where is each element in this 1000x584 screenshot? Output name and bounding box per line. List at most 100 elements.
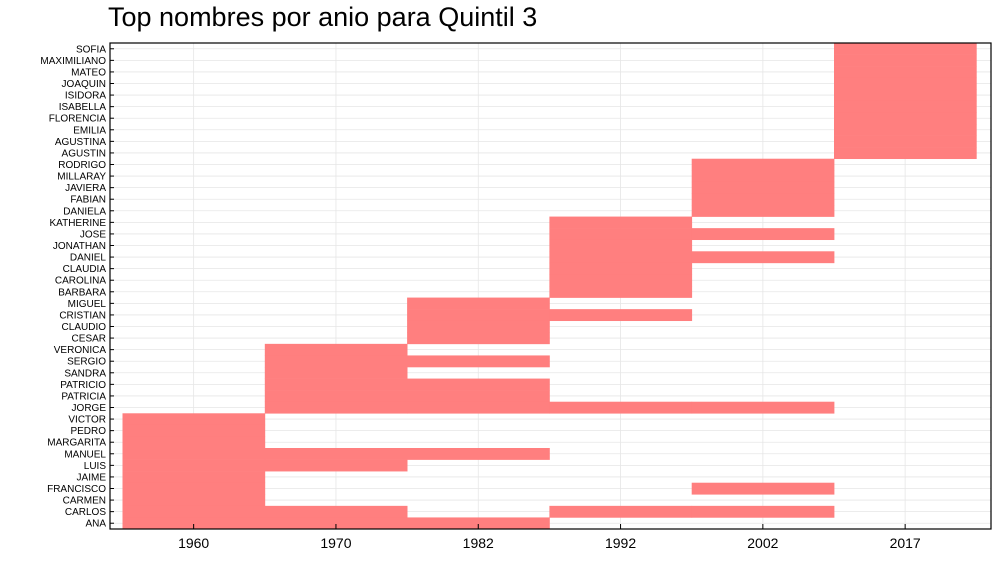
heatmap-cell <box>549 505 693 518</box>
heatmap-cell <box>691 228 835 241</box>
heatmap-cell <box>834 100 977 113</box>
heatmap-cell <box>691 251 835 264</box>
heatmap-cell <box>264 378 408 391</box>
heatmap-cell <box>549 274 693 287</box>
heatmap-cell <box>691 401 835 414</box>
y-tick-label: BARBARA <box>58 287 106 298</box>
y-tick-label: CESAR <box>72 334 106 345</box>
y-tick-label: LUIS <box>84 461 107 472</box>
x-tick-label: 2017 <box>890 535 921 551</box>
y-tick-label: FLORENCIA <box>49 114 107 125</box>
heatmap-cell <box>691 193 835 206</box>
heatmap-cell <box>122 482 266 495</box>
heatmap-cell <box>407 320 550 333</box>
heatmap-cell <box>264 401 408 414</box>
y-tick-label: AGUSTIN <box>62 148 106 159</box>
x-tick-label: 1992 <box>605 535 636 551</box>
heatmap-cell <box>549 239 693 252</box>
heatmap-cell <box>264 505 408 518</box>
heatmap-cell <box>834 77 977 90</box>
heatmap-cell <box>549 309 693 322</box>
y-tick-label: PEDRO <box>70 426 106 437</box>
heatmap-cell <box>264 448 408 460</box>
y-tick-label: FABIAN <box>70 195 106 206</box>
y-tick-label: DANIEL <box>70 253 107 264</box>
heatmap-cell <box>122 424 266 437</box>
y-tick-label: JAVIERA <box>65 183 106 194</box>
heatmap-cell <box>407 297 550 310</box>
y-tick-label: MIGUEL <box>68 299 107 310</box>
heatmap-cell <box>834 147 977 160</box>
heatmap-cell <box>549 216 693 229</box>
heatmap-cell <box>264 367 408 379</box>
x-tick-label: 2002 <box>747 535 778 551</box>
y-tick-label: EMILIA <box>73 125 106 136</box>
heatmap-cell <box>122 436 266 449</box>
heatmap-cell <box>264 355 408 368</box>
y-tick-label: JAIME <box>77 472 107 483</box>
heatmap-cell <box>264 390 408 403</box>
y-tick-label: ANA <box>85 519 106 530</box>
heatmap-cell <box>407 378 550 391</box>
heatmap-cell <box>122 517 266 530</box>
heatmap-cell <box>691 158 835 171</box>
y-axis: SOFIAMAXIMILIANOMATEOJOAQUINISIDORAISABE… <box>40 44 114 530</box>
heatmap-cell <box>691 505 835 518</box>
heatmap-cell <box>122 459 266 472</box>
chart-title: Top nombres por anio para Quintil 3 <box>108 2 538 32</box>
heatmap-cell <box>264 459 408 472</box>
heatmap-cell <box>264 343 408 356</box>
y-tick-label: SERGIO <box>67 357 106 368</box>
y-tick-label: SOFIA <box>76 44 106 55</box>
heatmap-cell <box>549 262 693 275</box>
y-tick-label: JOAQUIN <box>62 79 106 90</box>
heatmap-cell <box>407 517 550 530</box>
y-tick-label: MARGARITA <box>47 438 106 449</box>
x-axis: 1960 1970 1982 1992 2002 2017 <box>178 524 921 551</box>
heatmap-cell <box>407 309 550 322</box>
y-tick-label: FRANCISCO <box>47 484 106 495</box>
plot-frame <box>109 42 992 530</box>
y-tick-label: JORGE <box>72 403 107 414</box>
heatmap-cell <box>122 494 266 507</box>
heatmap-cell <box>834 124 977 136</box>
y-tick-label: MANUEL <box>64 449 106 460</box>
y-tick-label: ISABELLA <box>59 102 107 113</box>
heatmap-cell <box>407 448 550 460</box>
y-tick-label: CARMEN <box>63 496 106 507</box>
y-tick-label: MILLARAY <box>57 172 106 183</box>
heatmap-cell <box>691 181 835 194</box>
heatmap-cell <box>549 286 693 298</box>
y-tick-label: VICTOR <box>68 415 106 426</box>
heatmap-cell <box>691 170 835 183</box>
heatmap-cell <box>407 390 550 403</box>
heatmap-cell <box>691 205 835 217</box>
y-tick-label: VERONICA <box>54 345 107 356</box>
heatmap-cell <box>122 471 266 484</box>
heatmap-cell <box>407 332 550 345</box>
y-tick-label: JOSE <box>80 229 106 240</box>
y-tick-label: CLAUDIO <box>62 322 107 333</box>
y-tick-label: ISIDORA <box>65 91 106 102</box>
heatmap-cell <box>122 413 266 426</box>
heatmap-cell <box>834 43 977 55</box>
x-tick-label: 1960 <box>178 535 209 551</box>
y-tick-label: PATRICIO <box>60 380 106 391</box>
y-tick-label: MATEO <box>71 67 106 78</box>
y-tick-label: CARLOS <box>65 507 106 518</box>
heatmap-cell <box>549 251 693 264</box>
heatmap-cell <box>549 228 693 241</box>
heatmap-cell <box>834 89 977 102</box>
y-tick-label: KATHERINE <box>50 218 107 229</box>
heatmap-cell <box>407 401 550 414</box>
y-tick-label: MAXIMILIANO <box>40 56 106 67</box>
x-tick-label: 1982 <box>463 535 494 551</box>
heatmap-cell <box>122 505 266 518</box>
heatmap-cell <box>122 448 266 460</box>
y-tick-label: JONATHAN <box>53 241 106 252</box>
y-tick-label: CRISTIAN <box>59 310 106 321</box>
heatmap-cell <box>264 517 408 530</box>
y-tick-label: RODRIGO <box>58 160 106 171</box>
y-tick-label: SANDRA <box>64 368 106 379</box>
